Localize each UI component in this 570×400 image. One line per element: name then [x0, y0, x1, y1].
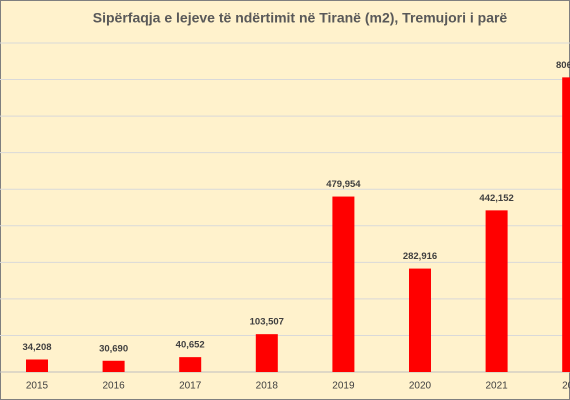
- bar: [26, 359, 48, 372]
- x-tick-label: 2019: [332, 381, 355, 392]
- bar: [485, 210, 508, 372]
- data-label: 103,507: [250, 317, 284, 328]
- bar: [562, 77, 570, 373]
- data-label: 40,652: [176, 340, 205, 351]
- x-tick-label: 2017: [179, 381, 202, 392]
- bar: [179, 357, 202, 372]
- x-tick-label: 2022: [562, 381, 570, 392]
- x-tick-label: 2021: [485, 381, 508, 392]
- data-label: 282,916: [403, 251, 437, 262]
- data-label: 30,690: [99, 343, 128, 354]
- data-label: 806,000: [556, 60, 570, 71]
- chart-title: Sipërfaqja e lejeve të ndërtimit në Tira…: [93, 10, 508, 26]
- bar: [102, 360, 125, 372]
- bar: [409, 268, 431, 372]
- data-label: 34,208: [22, 342, 51, 353]
- data-label: 479,954: [326, 179, 361, 190]
- data-label: 442,152: [479, 193, 513, 204]
- bar: [255, 334, 278, 372]
- x-tick-label: 2020: [409, 381, 432, 392]
- x-tick-label: 2018: [256, 381, 279, 392]
- x-tick-label: 2015: [26, 381, 49, 392]
- bar: [332, 196, 355, 372]
- x-tick-label: 2016: [102, 381, 125, 392]
